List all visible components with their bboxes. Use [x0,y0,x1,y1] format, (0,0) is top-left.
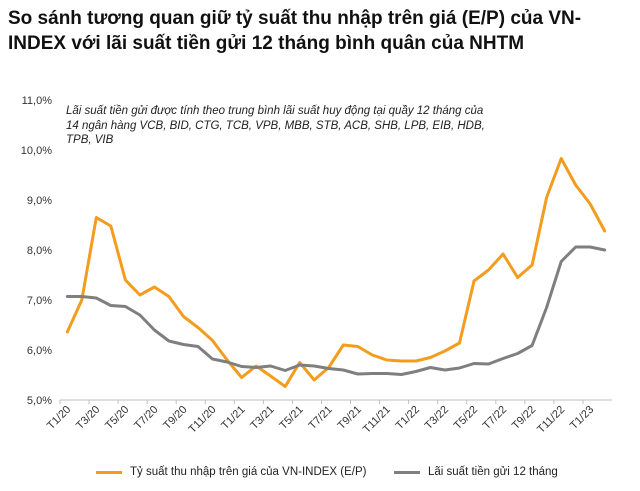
x-tick-label: T1/20 [45,404,73,432]
x-tick-label: T11/22 [535,404,567,436]
x-tick-label: T1/22 [394,404,422,432]
chart-note: Lãi suất tiền gửi được tính theo trung b… [66,105,485,147]
x-tick-label: T5/20 [103,404,131,432]
x-tick-label: T9/21 [336,404,364,432]
legend-label-ep: Tỷ suất thu nhập trên giá của VN-INDEX (… [130,466,367,478]
x-tick-label: T3/22 [423,404,451,432]
x-tick-label: T11/21 [361,404,393,436]
legend: Tỷ suất thu nhập trên giá của VN-INDEX (… [0,466,640,486]
legend-swatch-deposit [394,470,420,474]
y-tick-label: 6,0% [27,345,52,357]
series-line-ep [65,157,607,388]
legend-label-deposit: Lãi suất tiền gửi 12 tháng [428,466,558,478]
y-tick-label: 9,0% [27,195,52,207]
x-tick-label: T9/22 [510,404,538,432]
x-tick-label: T5/21 [277,404,305,432]
x-tick-label: T1/23 [568,404,596,432]
legend-item-ep: Tỷ suất thu nhập trên giá của VN-INDEX (… [96,466,367,478]
series-line-deposit [65,245,607,376]
y-tick-label: 8,0% [27,245,52,257]
y-tick-label: 11,0% [22,95,53,107]
y-axis-ticks: 5,0% 6,0% 7,0% 8,0% 9,0% 10,0% 11,0% [21,95,52,407]
x-tick-label: T7/22 [481,404,509,432]
x-tick-label: T7/21 [306,404,334,432]
y-tick-label: 5,0% [27,395,52,407]
x-tick-label: T7/20 [132,404,160,432]
x-tick-label: T1/21 [219,404,247,432]
x-tick-label: T9/20 [161,404,189,432]
chart-title: So sánh tương quan giữ tỷ suất thu nhập … [8,8,582,54]
x-tick-label: T11/20 [187,404,219,436]
x-tick-label: T3/20 [74,404,102,432]
x-tick-label: T5/22 [452,404,480,432]
legend-item-deposit: Lãi suất tiền gửi 12 tháng [394,466,558,478]
legend-swatch-ep [96,470,122,474]
y-tick-label: 10,0% [21,145,52,157]
series-layer [65,157,607,388]
x-tick-label: T3/21 [248,404,276,432]
y-tick-label: 7,0% [27,295,52,307]
